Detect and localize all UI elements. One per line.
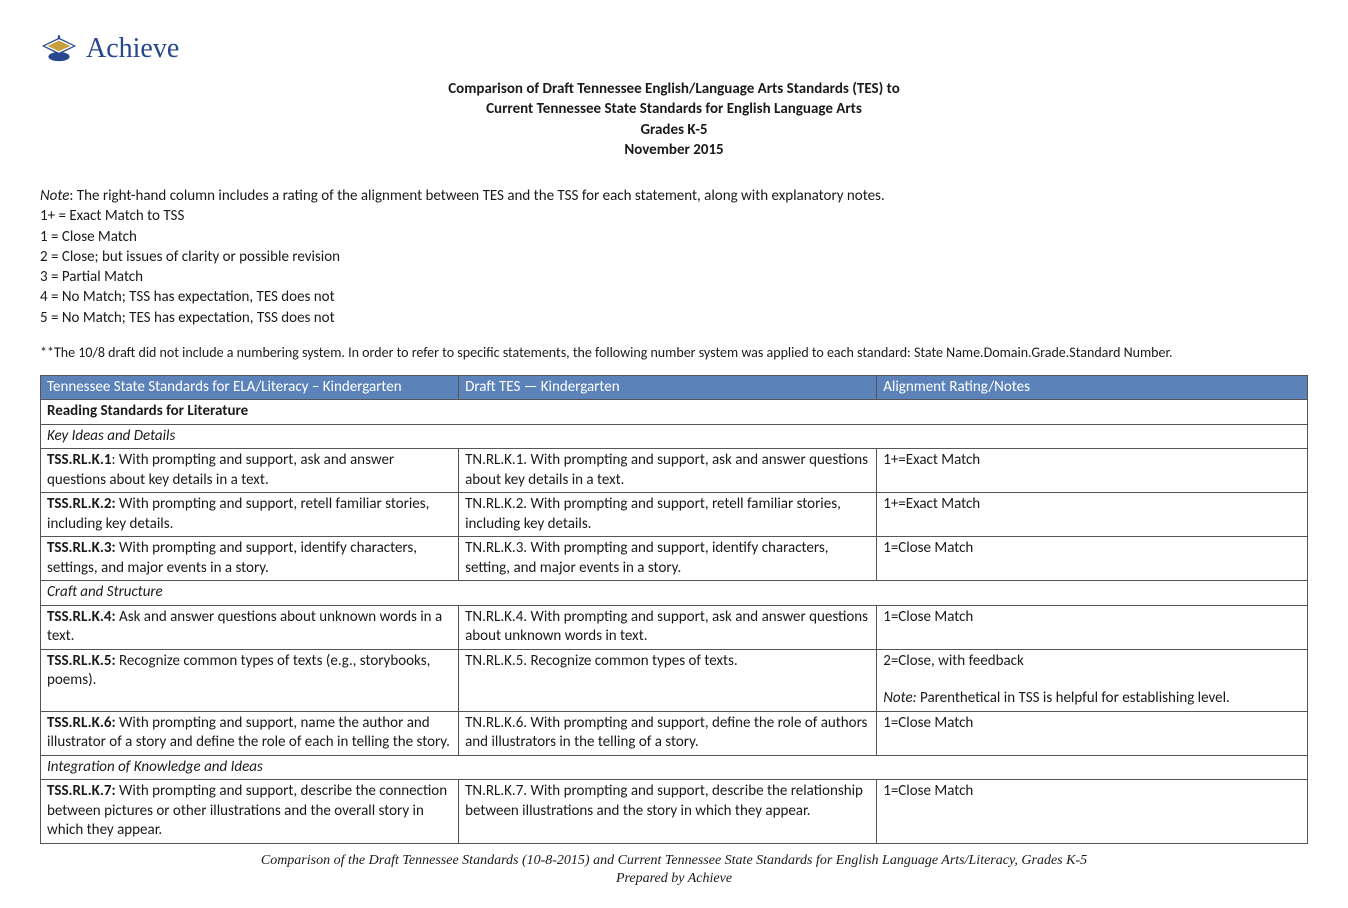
- subsection-row: Craft and Structure: [41, 581, 1308, 606]
- page-footer: Comparison of the Draft Tennessee Standa…: [40, 852, 1308, 888]
- col-header-tss: Tennessee State Standards for ELA/Litera…: [41, 375, 459, 400]
- rating-key-line: 5 = No Match; TES has expectation, TSS d…: [40, 308, 1308, 328]
- subsection-row: Integration of Knowledge and Ideas: [41, 755, 1308, 780]
- subsection-heading: Integration of Knowledge and Ideas: [41, 755, 1308, 780]
- cell-tss: TSS.RL.K.4: Ask and answer questions abo…: [41, 605, 459, 649]
- graduation-cap-icon: [40, 30, 78, 68]
- cell-tes: TN.RL.K.2. With prompting and support, r…: [459, 493, 877, 537]
- document-title: Comparison of Draft Tennessee English/La…: [40, 79, 1308, 160]
- title-line-1: Comparison of Draft Tennessee English/La…: [40, 79, 1308, 99]
- tss-code: TSS.RL.K.6:: [47, 714, 116, 732]
- table-row: TSS.RL.K.4: Ask and answer questions abo…: [41, 605, 1308, 649]
- table-body: Reading Standards for Literature Key Ide…: [41, 400, 1308, 844]
- rating-value: 1=Close Match: [883, 539, 1301, 559]
- subsection-heading: Key Ideas and Details: [41, 424, 1308, 449]
- numbering-disclaimer: **The 10/8 draft did not include a numbe…: [40, 344, 1308, 361]
- note-label: Note: [40, 187, 69, 205]
- cell-rating: 1+=Exact Match: [877, 449, 1308, 493]
- rating-value: 1+=Exact Match: [883, 495, 1301, 515]
- rating-value: 1+=Exact Match: [883, 451, 1301, 471]
- cell-tss: TSS.RL.K.3: With prompting and support, …: [41, 537, 459, 581]
- ratings-list: 1+ = Exact Match to TSS1 = Close Match2 …: [40, 206, 1308, 328]
- cell-tes: TN.RL.K.1. With prompting and support, a…: [459, 449, 877, 493]
- footer-line-1: Comparison of the Draft Tennessee Standa…: [40, 852, 1308, 870]
- table-row: TSS.RL.K.2: With prompting and support, …: [41, 493, 1308, 537]
- cell-rating: 1=Close Match: [877, 537, 1308, 581]
- tss-code: TSS.RL.K.7:: [47, 782, 116, 800]
- rating-value: 1=Close Match: [883, 714, 1301, 734]
- note-intro: Note: The right-hand column includes a r…: [40, 186, 1308, 206]
- rating-value: 1=Close Match: [883, 608, 1301, 628]
- cell-tes: TN.RL.K.5. Recognize common types of tex…: [459, 649, 877, 711]
- tss-code: TSS.RL.K.2:: [47, 495, 116, 513]
- tss-code: TSS.RL.K.4:: [47, 608, 116, 626]
- logo-row: Achieve: [40, 30, 1308, 73]
- cell-rating: 1=Close Match: [877, 605, 1308, 649]
- table-row: TSS.RL.K.6: With prompting and support, …: [41, 711, 1308, 755]
- cell-tes: TN.RL.K.7. With prompting and support, d…: [459, 780, 877, 844]
- tss-code: TSS.RL.K.5:: [47, 652, 116, 670]
- rating-note-label: Note:: [883, 689, 920, 707]
- rating-value: 1=Close Match: [883, 782, 1301, 802]
- tss-code: TSS.RL.K.3:: [47, 539, 116, 557]
- title-line-3: Grades K-5: [40, 120, 1308, 140]
- cell-tss: TSS.RL.K.6: With prompting and support, …: [41, 711, 459, 755]
- cell-tes: TN.RL.K.3. With prompting and support, i…: [459, 537, 877, 581]
- col-header-rating: Alignment Rating/Notes: [877, 375, 1308, 400]
- title-line-4: November 2015: [40, 140, 1308, 160]
- table-row: TSS.RL.K.7: With prompting and support, …: [41, 780, 1308, 844]
- cell-rating: 1+=Exact Match: [877, 493, 1308, 537]
- rating-key-line: 1+ = Exact Match to TSS: [40, 206, 1308, 226]
- subsection-heading: Craft and Structure: [41, 581, 1308, 606]
- cell-rating: 1=Close Match: [877, 711, 1308, 755]
- table-row: TSS.RL.K.1: With prompting and support, …: [41, 449, 1308, 493]
- table-header-row: Tennessee State Standards for ELA/Litera…: [41, 375, 1308, 400]
- cell-tes: TN.RL.K.6. With prompting and support, d…: [459, 711, 877, 755]
- rating-key-line: 1 = Close Match: [40, 227, 1308, 247]
- footer-line-2: Prepared by Achieve: [40, 870, 1308, 888]
- note-block: Note: The right-hand column includes a r…: [40, 186, 1308, 328]
- cell-tss: TSS.RL.K.5: Recognize common types of te…: [41, 649, 459, 711]
- table-row: TSS.RL.K.5: Recognize common types of te…: [41, 649, 1308, 711]
- rating-note: Note: Parenthetical in TSS is helpful fo…: [883, 689, 1301, 709]
- cell-rating: 2=Close, with feedback Note: Parenthetica…: [877, 649, 1308, 711]
- cell-tss: TSS.RL.K.1: With prompting and support, …: [41, 449, 459, 493]
- note-intro-text: : The right-hand column includes a ratin…: [69, 187, 884, 205]
- cell-tss: TSS.RL.K.7: With prompting and support, …: [41, 780, 459, 844]
- col-header-tes: Draft TES — Kindergarten: [459, 375, 877, 400]
- cell-rating: 1=Close Match: [877, 780, 1308, 844]
- tss-code: TSS.RL.K.1: [47, 451, 112, 469]
- table-row: TSS.RL.K.3: With prompting and support, …: [41, 537, 1308, 581]
- subsection-row: Key Ideas and Details: [41, 424, 1308, 449]
- achieve-logo: Achieve: [40, 30, 179, 68]
- comparison-table: Tennessee State Standards for ELA/Litera…: [40, 375, 1308, 844]
- section-heading: Reading Standards for Literature: [41, 400, 1308, 425]
- rating-key-line: 2 = Close; but issues of clarity or poss…: [40, 247, 1308, 267]
- section-row: Reading Standards for Literature: [41, 400, 1308, 425]
- cell-tss: TSS.RL.K.2: With prompting and support, …: [41, 493, 459, 537]
- title-line-2: Current Tennessee State Standards for En…: [40, 99, 1308, 119]
- rating-value: 2=Close, with feedback: [883, 652, 1301, 672]
- rating-key-line: 4 = No Match; TSS has expectation, TES d…: [40, 287, 1308, 307]
- logo-text: Achieve: [86, 33, 179, 65]
- cell-tes: TN.RL.K.4. With prompting and support, a…: [459, 605, 877, 649]
- rating-key-line: 3 = Partial Match: [40, 267, 1308, 287]
